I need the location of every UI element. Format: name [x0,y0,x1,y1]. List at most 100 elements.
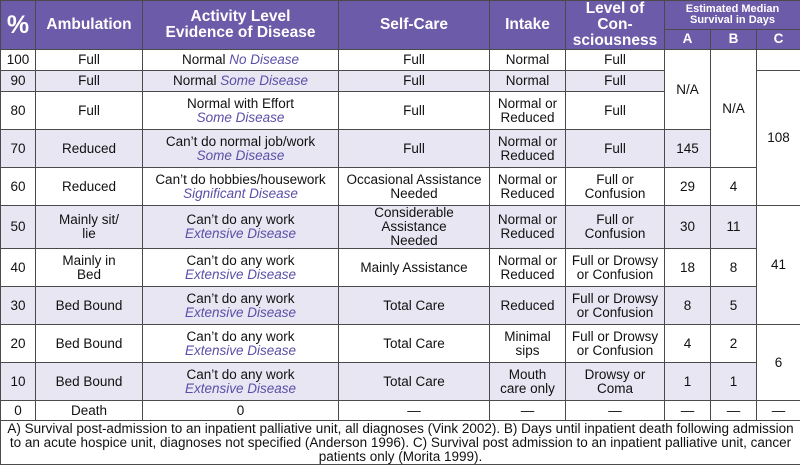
cell-activity: Can’t do normal job/work Some Disease [142,129,339,168]
cell-line: Full [403,102,425,118]
cell-intake: Minimal sips [489,324,566,363]
activity-text: Can’t do normal job/work [165,133,316,149]
cell-line: — [407,402,421,418]
cell-line: Full [78,102,100,118]
table-row: 70 Reduced Can’t do normal job/work Some Di… [0,129,800,168]
cell-line: Full or [596,212,634,227]
cell-line: Confusion [584,185,646,201]
cell-intake: — [489,400,566,421]
cell-survival-b: — [710,400,757,421]
cell-line: Reduced [500,266,555,282]
cell-line: or Confusion [576,266,654,282]
cell-line: Occasional Assistance [346,171,482,187]
cell-consciousness: Full [565,129,665,168]
cell-survival-b: N/A [710,49,757,168]
cell-survival-c [756,49,800,71]
cell-consciousness: Full or Drowsy or Confusion [565,286,665,325]
activity-text: Normal [172,73,217,88]
table-row: 90 Full Normal Some Disease Full Normal Full 1… [0,70,800,206]
cell-line: lie [82,226,96,241]
cell-activity: Can’t do any work Extensive Disease [142,286,339,325]
activity-text: Can’t do any work [186,328,295,344]
cell-intake: Normal [489,49,566,71]
cell-survival-a: N/A [664,49,711,130]
evidence-of-disease: Extensive Disease [184,304,297,320]
cell-line: Full [403,140,425,156]
cell-consciousness: Full [565,49,665,71]
cell-activity: Can’t do any work Extensive Disease [142,205,339,249]
cell-line: Normal or [497,171,558,187]
table-body: 100 Full Normal No Disease Full Normal Full N/… [0,49,800,421]
cell-line: Reduced [500,297,555,313]
cell-ambulation: Bed Bound [35,362,143,401]
cell-percent: 80 [0,91,36,130]
cell-line: Reduced [500,109,555,125]
cell-consciousness: Full or Drowsy or Confusion [565,324,665,363]
cell-percent: 30 [0,286,36,325]
cell-line: Considerable Assistance [374,205,454,234]
header-est-line1: Estimated Median [685,2,780,15]
evidence-of-disease: Significant Disease [183,185,298,201]
cell-percent: 90 [0,70,36,92]
cell-line: Reduced [61,140,117,156]
header-estimated-survival: Estimated Median Survival in Days [664,0,800,30]
cell-activity: Can’t do any work Extensive Disease [142,248,339,287]
cell-intake: Normal or Reduced [489,91,566,130]
cell-line: Reduced [500,185,555,201]
cell-self-care: Total Care [338,286,490,325]
header-percent: % [0,0,36,50]
table-row: 50 Mainly sit/lie Can’t do any work Extensi… [0,205,800,325]
cell-ambulation: Full [35,70,143,92]
cell-survival-c: — [756,400,800,421]
cell-line: Full or Drowsy [571,290,659,306]
header-loc-line1: Level of Con- [585,0,645,33]
activity-text: Normal with Effort [186,95,295,111]
cell-line: Full or [596,171,634,187]
cell-line: — [520,402,535,418]
header-col-b: B [710,28,757,51]
cell-self-care: — [338,400,490,421]
cell-intake: Normal or Reduced [489,129,566,168]
cell-line: Coma [596,380,633,396]
cell-ambulation: Bed Bound [35,324,143,363]
cell-ambulation: Reduced [35,167,143,206]
header-ambulation: Ambulation [35,0,143,50]
cell-percent: 10 [0,362,36,401]
cell-line: Minimal [504,328,551,344]
cell-survival-a: 29 [664,167,711,206]
cell-line: Reduced [500,226,555,241]
cell-activity: Normal Some Disease [142,70,339,92]
cell-line: Drowsy or [584,366,646,382]
evidence-of-disease: Extensive Disease [184,380,297,396]
cell-intake: Normal or Reduced [489,248,566,287]
cell-percent: 0 [0,400,36,421]
cell-line: Total Care [383,373,445,389]
cell-line: Mouth [508,366,547,382]
cell-line: Normal or [497,133,558,149]
header-loc-line2: sciousness [572,32,658,49]
cell-consciousness: Full or Drowsy or Confusion [565,248,665,287]
cell-percent: 60 [0,167,36,206]
cell-ambulation: Full [35,49,143,71]
header-col-a: A [664,28,711,51]
cell-activity: Normal with Effort Some Disease [142,91,339,130]
cell-survival-a: 8 [664,286,711,325]
cell-survival-b: 5 [710,286,757,325]
table-row: 10 Bed Bound Can’t do any work Extensive Di… [0,362,800,401]
cell-line: Full [604,52,626,67]
cell-percent: 50 [0,205,36,249]
cell-line: Full [403,73,425,88]
cell-line: Normal or [497,212,558,227]
cell-survival-a: — [664,400,711,421]
cell-survival-b: 8 [710,248,757,287]
cell-line: Normal [505,73,550,88]
activity-text: Can’t do any work [186,366,295,382]
cell-line: care only [500,380,555,396]
cell-activity: Can’t do hobbies/housework Significant Di… [142,167,339,206]
cell-self-care: Mainly Assistance [338,248,490,287]
cell-line: sips [515,342,540,358]
cell-intake: Mouth care only [489,362,566,401]
table-row: 60 Reduced Can’t do hobbies/housework Signi… [0,167,800,206]
cell-survival-b: 1 [710,362,757,401]
